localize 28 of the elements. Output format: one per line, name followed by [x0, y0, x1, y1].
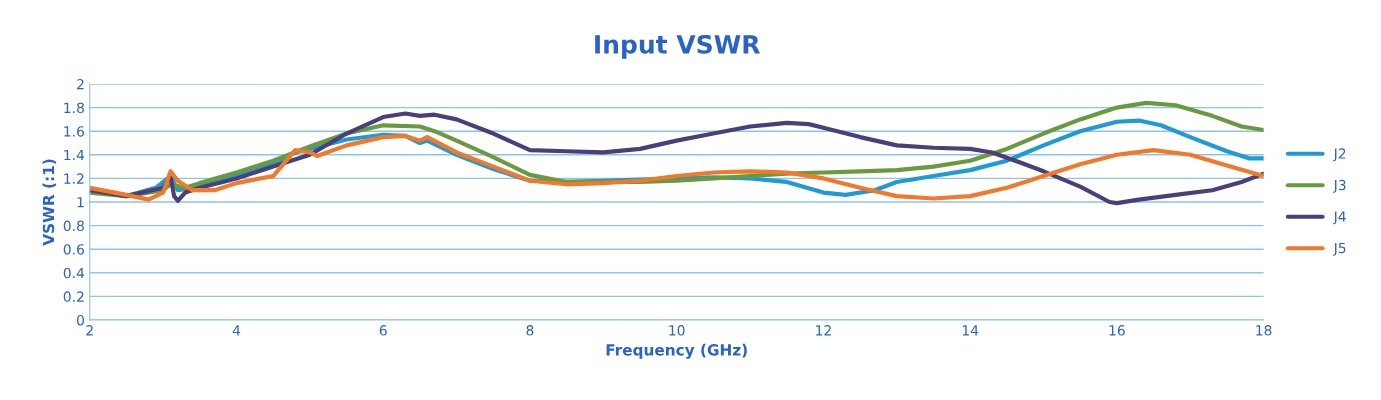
x-tick-label: 12: [816, 325, 831, 336]
y-tick-label: 0.4: [63, 267, 85, 279]
x-tick-label: 10: [669, 325, 685, 336]
legend-label: J3: [1332, 179, 1346, 193]
legend-label: J4: [1332, 211, 1346, 225]
legend-label: J2: [1332, 148, 1346, 162]
y-tick-label: 1.8: [64, 102, 84, 114]
y-tick-label: 1.2: [64, 173, 84, 184]
y-tick-label: 1.6: [64, 126, 85, 137]
y-tick-label: 0.6: [63, 244, 85, 255]
x-tick-label: 18: [1256, 325, 1272, 336]
y-tick-label: 1: [77, 197, 84, 208]
y-tick-label: 0: [76, 314, 84, 326]
y-tick-label: 0.2: [63, 291, 84, 302]
x-tick-label: 2: [86, 325, 93, 336]
y-tick-label: 0.8: [63, 220, 84, 232]
x-tick-label: 6: [379, 325, 387, 336]
x-tick-label: 14: [962, 325, 979, 336]
line-series: [89, 133, 1264, 202]
x-tick-label: 4: [232, 325, 241, 336]
y-tick-label: 1.4: [64, 149, 85, 161]
y-tick-label: 2: [77, 78, 84, 90]
x-tick-label: 8: [526, 325, 534, 336]
x-axis-title: Frequency (GHz): [606, 343, 747, 359]
legend-label: J5: [1332, 242, 1346, 256]
x-tick-label: 16: [1109, 325, 1125, 336]
y-axis-title: VSWR (:1): [42, 159, 57, 246]
chart-title: Input VSWR: [595, 34, 761, 59]
